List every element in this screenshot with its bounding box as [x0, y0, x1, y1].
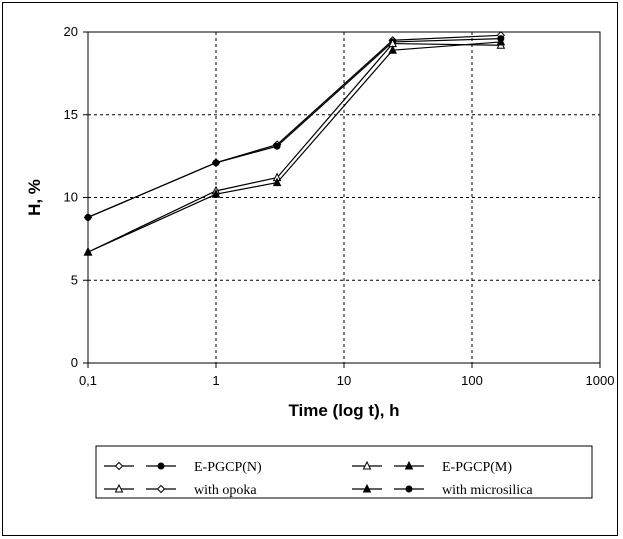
legend-entry: with opoka: [104, 483, 257, 498]
axes: [83, 31, 601, 368]
series-line: [87, 41, 501, 253]
legend: E-PGCP(N) E-PGCP(M) with opoka with microsi…: [95, 445, 593, 499]
legend-label: E-PGCP(N): [194, 460, 262, 475]
y-tick-label: 5: [71, 272, 78, 287]
y-tick-label: 20: [64, 24, 78, 39]
y-tick-label: 15: [64, 107, 78, 122]
series: [83, 36, 506, 256]
x-axis-label: Time (log t), h: [288, 401, 399, 420]
marker-circle-filled: [273, 142, 281, 150]
marker-triangle-filled: [211, 189, 221, 198]
series-line: [87, 38, 501, 218]
chart-border: [2, 2, 618, 536]
grid-lines: [88, 32, 600, 363]
marker-triangle-filled: [404, 460, 414, 470]
marker-circle-filled: [157, 462, 165, 470]
x-tick-label: 1000: [586, 373, 615, 388]
y-axis-label: H, %: [25, 179, 44, 216]
marker-circle-filled: [212, 159, 220, 167]
x-tick-label: 10: [337, 373, 351, 388]
marker-triangle-filled: [83, 246, 93, 256]
x-tick-label: 0,1: [79, 373, 97, 388]
legend-entry: E-PGCP(M): [352, 460, 512, 475]
y-tick-label: 10: [64, 190, 78, 205]
marker-diamond-open: [114, 461, 124, 471]
marker-triangle-filled: [362, 483, 372, 493]
marker-triangle-open: [362, 460, 372, 470]
legend-label: E-PGCP(M): [442, 460, 512, 475]
marker-circle-filled: [84, 213, 92, 221]
marker-diamond-open: [156, 484, 166, 494]
y-tick-label: 0: [71, 355, 78, 370]
data-series: [83, 31, 506, 256]
series-line: [87, 34, 501, 218]
legend-entry: E-PGCP(N): [104, 460, 262, 475]
marker-triangle-filled: [496, 36, 506, 46]
marker-circle-filled: [405, 485, 413, 493]
marker-triangle-filled: [388, 45, 397, 54]
legend-label: with opoka: [194, 483, 257, 498]
x-tick-label: 100: [461, 373, 483, 388]
marker-triangle-filled: [272, 177, 282, 187]
marker-triangle-open: [114, 483, 124, 493]
x-tick-label: 1: [212, 373, 219, 388]
tick-labels: 0 5 10 15 20 0,1 1 10 100 1000: [64, 24, 615, 388]
legend-box: [95, 445, 593, 499]
legend-entry: with microsilica: [352, 483, 533, 498]
legend-label: with microsilica: [442, 483, 533, 498]
series: [83, 38, 506, 256]
series: [84, 35, 505, 221]
series-line: [87, 42, 501, 253]
